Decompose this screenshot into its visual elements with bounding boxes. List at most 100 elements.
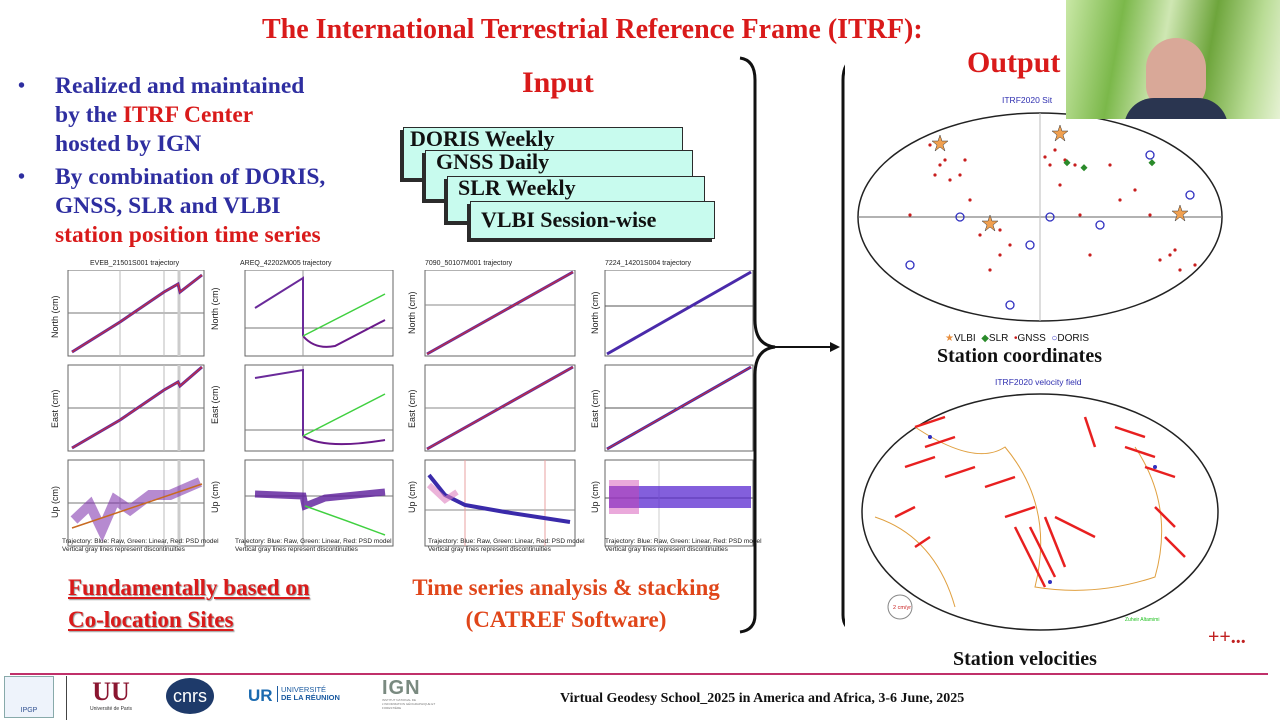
bullet-list: • Realized and maintained by the ITRF Ce… [18, 72, 388, 254]
caption-line: Trajectory: Blue: Raw, Green: Linear, Re… [428, 538, 585, 545]
time-series-figure: EVEB_21501S001 trajectory AREQ_42202M005… [50, 258, 762, 558]
logo-text: UNIVERSITÉ [281, 685, 327, 694]
bullet-text: GNSS, SLR and VLBI [55, 193, 281, 219]
plot-title: 7090_50107M001 trajectory [425, 260, 513, 267]
presenter-webcam [1066, 0, 1280, 119]
legend-label: GNSS [1017, 333, 1046, 344]
bullet-dot-icon: • [18, 75, 26, 97]
logo-text: DE LA RÉUNION [281, 693, 340, 702]
input-heading: Input [522, 66, 594, 99]
plot-title: 7224_14201S004 trajectory [605, 260, 692, 267]
input-box-vlbi: VLBI Session-wise [470, 201, 715, 239]
footer-rule [10, 673, 1268, 675]
universite-paris-logo: UU Université de Paris [78, 678, 144, 720]
y-axis-label: Up (cm) [210, 481, 220, 513]
map-credit: Zuheir Altamimi [1125, 617, 1160, 623]
bullet-text-part: by the [55, 102, 123, 128]
plot-caption: Trajectory: Blue: Raw, Green: Linear, Re… [62, 538, 219, 554]
tsa-line: (CATREF Software) [465, 607, 667, 632]
colocation-line: Fundamentally based on [68, 575, 310, 600]
plot-title: AREQ_42202M005 trajectory [240, 260, 332, 267]
velocity-scale: 2 cm/yr [893, 605, 912, 611]
plot-title: EVEB_21501S001 trajectory [90, 260, 180, 267]
map-legend: ★VLBI ◆SLR •GNSS ○DORIS [945, 333, 1089, 344]
footer-event-text: Virtual Geodesy School_2025 in America a… [560, 691, 965, 706]
map-title: ITRF2020 velocity field [995, 377, 1082, 387]
y-axis-label: Up (cm) [50, 486, 60, 518]
logo-text: IGN [382, 677, 421, 699]
bullet-dot-icon: • [18, 166, 26, 188]
logo-text-block: UNIVERSITÉ DE LA RÉUNION [277, 686, 340, 702]
plot-7224 [604, 270, 754, 547]
plot-7090 [424, 270, 576, 547]
logo-text: cnrs [172, 686, 207, 706]
y-axis-label: Up (cm) [407, 481, 417, 513]
legend-label: VLBI [953, 333, 976, 344]
y-axis-label: North (cm) [590, 291, 600, 335]
legend-label: SLR [988, 333, 1009, 344]
caption-line: Trajectory: Blue: Raw, Green: Linear, Re… [235, 538, 392, 545]
input-box-label: DORIS Weekly [410, 126, 555, 151]
doris-circle-icon: ○ [1051, 333, 1058, 344]
input-box-label: SLR Weekly [458, 175, 576, 200]
station-coordinates-map: ITRF2020 Sit [850, 95, 1230, 355]
caption-line: Trajectory: Blue: Raw, Green: Linear, Re… [62, 538, 219, 545]
plot-eveb [67, 270, 205, 547]
closing-brace-icon [739, 56, 776, 634]
slr-diamond-icon: ◆ [981, 333, 989, 344]
bullet-text: by the ITRF Center [55, 101, 304, 130]
bullet-item: • By combination of DORIS, GNSS, SLR and… [18, 163, 388, 250]
station-velocities-caption: Station velocities [953, 648, 1097, 670]
input-box-label: GNSS Daily [436, 149, 550, 174]
bullet-item: • Realized and maintained by the ITRF Ce… [18, 72, 388, 159]
cnrs-logo: cnrs [166, 678, 214, 714]
y-axis-label: East (cm) [407, 389, 417, 428]
logo-divider [66, 676, 67, 720]
ipgp-logo: IPGP [4, 676, 54, 718]
velocity-field-map: ITRF2020 velocity field 2 cm/yr Zuheir A… [855, 377, 1225, 642]
caption-line: Trajectory: Blue: Raw, Green: Linear, Re… [605, 538, 762, 545]
plot-caption: Trajectory: Blue: Raw, Green: Linear, Re… [428, 538, 585, 554]
y-axis-label: East (cm) [50, 389, 60, 428]
bullet-text: Realized and maintained [55, 73, 305, 99]
caption-line: Vertical gray lines represent discontinu… [62, 546, 185, 553]
vlbi-star-icon: ★ [945, 333, 954, 344]
plot-areq [244, 270, 394, 547]
caption-line: Vertical gray lines represent discontinu… [428, 546, 551, 553]
y-axis-label: East (cm) [590, 389, 600, 428]
y-axis-label: East (cm) [210, 385, 220, 424]
y-axis-label: Up (cm) [590, 481, 600, 513]
map-title: ITRF2020 Sit [1002, 95, 1053, 105]
brace-arrow-diagram [739, 56, 845, 634]
colocation-note: Fundamentally based on Co-location Sites [68, 572, 310, 636]
caption-line: Vertical gray lines represent discontinu… [235, 546, 358, 553]
gnss-dot-icon: • [1013, 333, 1018, 344]
tsa-line: Time series analysis & stacking [412, 575, 720, 600]
y-axis-label: North (cm) [210, 287, 220, 331]
legend-label: DORIS [1057, 333, 1090, 344]
uparis-mark-icon: UU [92, 677, 130, 706]
logo-text: INSTITUT NATIONAL DE L'INFORMATION GÉOGR… [382, 698, 436, 710]
slide-title: The International Terrestrial Reference … [262, 14, 923, 45]
output-heading: Output [967, 46, 1061, 79]
plot-caption: Trajectory: Blue: Raw, Green: Linear, Re… [605, 538, 762, 554]
opening-brace-icon [841, 64, 845, 627]
logo-text: UR [248, 686, 273, 705]
time-series-analysis-note: Time series analysis & stacking (CATREF … [388, 572, 744, 636]
y-axis-label: North (cm) [407, 291, 417, 335]
bullet-text-highlight: station position time series [55, 222, 321, 248]
y-axis-label: North (cm) [50, 295, 60, 339]
bullet-text: By combination of DORIS, [55, 164, 326, 190]
logo-text: Université de Paris [90, 706, 132, 712]
caption-line: Vertical gray lines represent discontinu… [605, 546, 728, 553]
bullet-text: hosted by IGN [55, 131, 202, 157]
universite-reunion-logo: UR UNIVERSITÉ DE LA RÉUNION [248, 686, 340, 706]
more-indicator: ++... [1208, 626, 1246, 648]
logo-text: IPGP [20, 707, 38, 714]
presenter-body [1124, 98, 1228, 119]
input-box-label: VLBI Session-wise [481, 207, 657, 232]
plot-caption: Trajectory: Blue: Raw, Green: Linear, Re… [235, 538, 392, 554]
colocation-line: Co-location Sites [68, 607, 234, 632]
ign-logo: IGN INSTITUT NATIONAL DE L'INFORMATION G… [382, 678, 438, 710]
itrf-center-highlight: ITRF Center [122, 102, 254, 128]
